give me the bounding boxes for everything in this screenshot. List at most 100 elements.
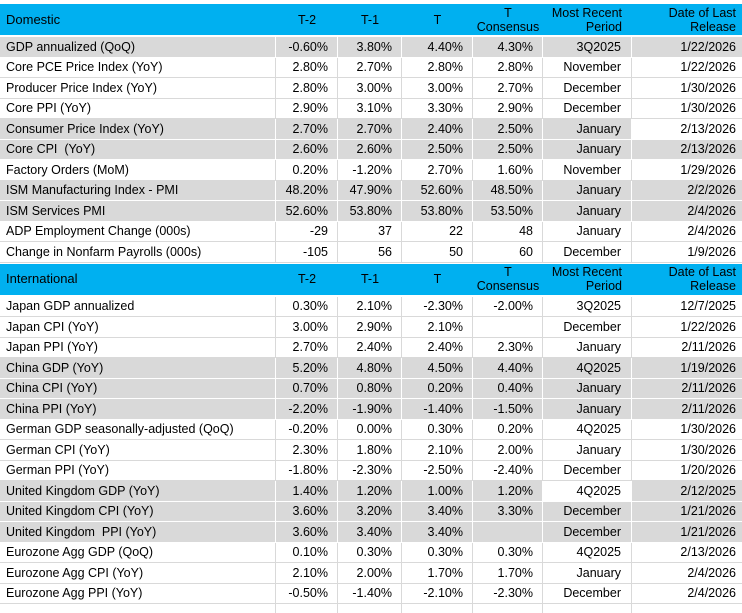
release-date-cell[interactable]: 2/13/2026 xyxy=(632,139,742,160)
column-header-t1[interactable]: T-1 xyxy=(360,12,380,27)
t1-value-cell[interactable]: 3.20% xyxy=(338,501,402,522)
t-value-cell[interactable]: -2.10% xyxy=(402,583,473,604)
t-value-cell[interactable]: 3.00% xyxy=(402,78,473,99)
release-date-cell[interactable]: 1/19/2026 xyxy=(632,358,742,379)
indicator-label-cell[interactable]: Eurozone Agg PPI (YoY) xyxy=(0,583,276,604)
release-date-cell[interactable]: 2/4/2026 xyxy=(632,222,742,242)
release-date-cell[interactable]: 1/20/2026 xyxy=(632,461,742,481)
t2-value-cell[interactable]: 3.60% xyxy=(276,522,338,543)
indicator-label-cell[interactable]: Japan CPI (YoY) xyxy=(0,317,276,338)
empty-cell[interactable] xyxy=(473,604,543,613)
release-date-cell[interactable]: 2/11/2026 xyxy=(632,378,742,399)
t2-value-cell[interactable]: 2.80% xyxy=(276,78,338,99)
t2-value-cell[interactable]: 5.20% xyxy=(276,358,338,379)
t2-value-cell[interactable]: 2.70% xyxy=(276,119,338,140)
indicator-label-cell[interactable]: United Kingdom GDP (YoY) xyxy=(0,481,276,502)
most-recent-period-cell[interactable]: January xyxy=(543,119,632,140)
t2-value-cell[interactable]: 2.10% xyxy=(276,563,338,584)
most-recent-period-cell[interactable]: November xyxy=(543,160,632,181)
indicator-label-cell[interactable]: Change in Nonfarm Payrolls (000s) xyxy=(0,242,276,263)
most-recent-period-cell[interactable]: 4Q2025 xyxy=(543,358,632,379)
consensus-value-cell[interactable]: -1.50% xyxy=(473,399,543,420)
release-date-cell[interactable]: 1/30/2026 xyxy=(632,99,742,119)
most-recent-period-cell[interactable]: 3Q2025 xyxy=(543,296,632,317)
consensus-value-cell[interactable]: -2.00% xyxy=(473,296,543,317)
column-header-t[interactable]: T xyxy=(433,272,442,286)
consensus-value-cell[interactable]: 2.70% xyxy=(473,78,543,99)
consensus-value-cell[interactable]: 2.00% xyxy=(473,440,543,461)
release-date-cell[interactable]: 2/11/2026 xyxy=(632,338,742,358)
consensus-value-cell[interactable]: 2.50% xyxy=(473,119,543,140)
t-value-cell[interactable]: 3.40% xyxy=(402,522,473,543)
most-recent-period-cell[interactable]: January xyxy=(543,201,632,222)
indicator-label-cell[interactable]: Producer Price Index (YoY) xyxy=(0,78,276,99)
release-date-cell[interactable]: 1/21/2026 xyxy=(632,501,742,522)
t2-value-cell[interactable]: 2.80% xyxy=(276,57,338,78)
indicator-label-cell[interactable]: China GDP (YoY) xyxy=(0,358,276,379)
indicator-label-cell[interactable]: Eurozone Agg CPI (YoY) xyxy=(0,563,276,584)
t-value-cell[interactable]: -2.50% xyxy=(402,460,473,481)
t1-value-cell[interactable]: 4.80% xyxy=(338,358,402,379)
indicator-label-cell[interactable]: Japan PPI (YoY) xyxy=(0,337,276,358)
indicator-label-cell[interactable]: German PPI (YoY) xyxy=(0,460,276,481)
consensus-value-cell[interactable]: 48.50% xyxy=(473,180,543,201)
empty-cell[interactable] xyxy=(276,604,338,613)
t-value-cell[interactable]: 0.30% xyxy=(402,542,473,563)
t-value-cell[interactable]: 2.40% xyxy=(402,337,473,358)
t-value-cell[interactable]: 3.30% xyxy=(402,98,473,119)
most-recent-period-cell[interactable]: January xyxy=(543,139,632,160)
empty-cell[interactable] xyxy=(338,604,402,613)
t1-value-cell[interactable]: 1.80% xyxy=(338,440,402,461)
release-date-cell[interactable]: 1/22/2026 xyxy=(632,37,742,58)
consensus-value-cell[interactable]: 0.30% xyxy=(473,542,543,563)
t-value-cell[interactable]: 0.30% xyxy=(402,419,473,440)
most-recent-period-cell[interactable]: January xyxy=(543,221,632,242)
release-date-cell[interactable]: 2/2/2026 xyxy=(632,180,742,201)
release-date-cell[interactable]: 1/22/2026 xyxy=(632,317,742,338)
column-header-t2[interactable]: T-2 xyxy=(297,272,317,286)
t2-value-cell[interactable]: 2.60% xyxy=(276,139,338,160)
release-date-cell[interactable]: 2/4/2026 xyxy=(632,563,742,584)
most-recent-period-cell[interactable]: January xyxy=(543,337,632,358)
consensus-value-cell[interactable]: -2.30% xyxy=(473,583,543,604)
empty-cell[interactable] xyxy=(632,604,742,613)
t2-value-cell[interactable]: -0.20% xyxy=(276,419,338,440)
t-value-cell[interactable]: 0.20% xyxy=(402,378,473,399)
column-header-period[interactable]: Most Recent Period xyxy=(551,5,622,34)
t-value-cell[interactable]: 3.40% xyxy=(402,501,473,522)
t2-value-cell[interactable]: 1.40% xyxy=(276,481,338,502)
consensus-value-cell[interactable]: 2.80% xyxy=(473,57,543,78)
release-date-cell[interactable]: 1/30/2026 xyxy=(632,420,742,440)
t1-value-cell[interactable]: -1.20% xyxy=(338,160,402,181)
t2-value-cell[interactable]: -29 xyxy=(276,221,338,242)
t1-value-cell[interactable]: 3.40% xyxy=(338,522,402,543)
t1-value-cell[interactable]: 53.80% xyxy=(338,201,402,222)
t1-value-cell[interactable]: 2.10% xyxy=(338,296,402,317)
column-header-period[interactable]: Most Recent Period xyxy=(551,265,622,293)
empty-cell[interactable] xyxy=(543,604,632,613)
t1-value-cell[interactable]: 37 xyxy=(338,221,402,242)
most-recent-period-cell[interactable]: December xyxy=(543,522,632,543)
release-date-cell[interactable]: 12/7/2025 xyxy=(632,297,742,317)
t-value-cell[interactable]: 2.10% xyxy=(402,440,473,461)
column-header-date[interactable]: Date of Last Release xyxy=(668,265,736,293)
consensus-value-cell[interactable]: 2.30% xyxy=(473,337,543,358)
release-date-cell[interactable]: 1/21/2026 xyxy=(632,522,742,543)
column-header-t1[interactable]: T-1 xyxy=(360,272,380,286)
column-header-t2[interactable]: T-2 xyxy=(297,12,317,27)
consensus-value-cell[interactable] xyxy=(473,522,543,543)
t2-value-cell[interactable]: -0.50% xyxy=(276,583,338,604)
release-date-cell[interactable]: 1/30/2026 xyxy=(632,78,742,99)
column-header-date[interactable]: Date of Last Release xyxy=(668,5,736,34)
t-value-cell[interactable]: 2.40% xyxy=(402,119,473,140)
consensus-value-cell[interactable]: 1.70% xyxy=(473,563,543,584)
section-title-international[interactable]: International xyxy=(6,271,78,286)
most-recent-period-cell[interactable]: December xyxy=(543,98,632,119)
indicator-label-cell[interactable]: Factory Orders (MoM) xyxy=(0,160,276,181)
indicator-label-cell[interactable]: GDP annualized (QoQ) xyxy=(0,37,276,58)
t-value-cell[interactable]: 4.50% xyxy=(402,358,473,379)
t1-value-cell[interactable]: 3.80% xyxy=(338,37,402,58)
t1-value-cell[interactable]: -2.30% xyxy=(338,460,402,481)
release-date-cell[interactable]: 2/13/2026 xyxy=(632,119,742,140)
section-title-domestic[interactable]: Domestic xyxy=(6,11,61,27)
